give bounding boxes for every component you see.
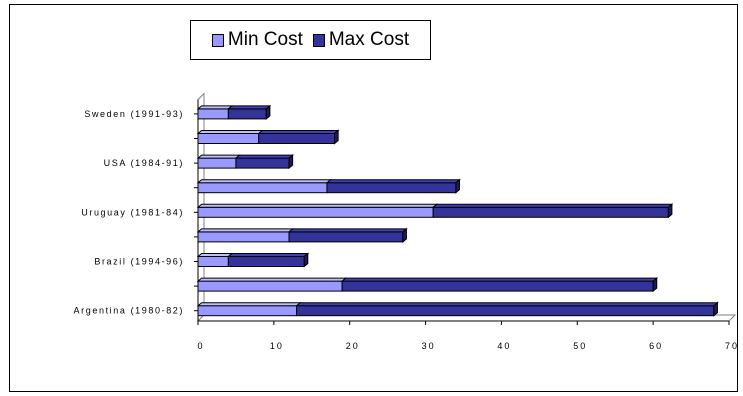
bar-min-cost <box>197 157 237 169</box>
bar-min-cost <box>197 108 229 120</box>
bar-max-cost <box>341 280 654 292</box>
bar-side-face <box>303 252 309 268</box>
x-tick-label: 20 <box>346 341 360 351</box>
x-tick-label: 0 <box>197 341 204 351</box>
bar-top-face <box>196 302 302 307</box>
bar-max-cost <box>258 133 336 144</box>
bar-top-face <box>196 179 332 184</box>
legend-label-max-cost: Max Cost <box>328 29 410 50</box>
y-category-label: Brazil (1994-96) <box>94 257 184 267</box>
bar-max-cost <box>432 206 669 218</box>
x-tick-label: 10 <box>270 341 284 351</box>
bar-max-cost <box>227 108 267 120</box>
bar-top-face <box>196 228 295 233</box>
bar-side-face <box>334 129 339 145</box>
bar-max-cost <box>288 231 404 243</box>
legend-item-min-cost: Min Cost <box>211 29 303 51</box>
bar-top-face <box>196 154 241 159</box>
bar-max-cost <box>227 256 305 267</box>
bar-max-cost <box>296 305 715 317</box>
legend-item-max-cost: Max Cost <box>312 29 410 51</box>
bar-top-face <box>196 105 234 110</box>
x-tick-label: 50 <box>573 341 587 351</box>
bar-min-cost <box>197 280 343 292</box>
y-category-label: USA (1984-91) <box>104 158 184 168</box>
bar-top-face <box>234 154 295 159</box>
bar-min-cost <box>197 206 434 218</box>
bar-side-face <box>713 301 718 317</box>
bar-min-cost <box>197 182 328 194</box>
bar-top-face <box>325 179 461 184</box>
bar-min-cost <box>197 305 298 317</box>
legend-label-min-cost: Min Cost <box>227 29 303 50</box>
legend-swatch-min-cost <box>211 33 224 47</box>
bar-top-face <box>196 277 348 282</box>
bar-top-face <box>226 253 310 257</box>
bar-side-face <box>288 154 294 170</box>
y-category-label: Sweden (1991-93) <box>84 109 184 119</box>
bar-top-face <box>196 253 234 257</box>
bar-side-face <box>265 104 271 120</box>
bar-top-face <box>226 105 272 110</box>
bar-top-face <box>340 277 659 282</box>
x-tick-label: 70 <box>725 341 739 351</box>
bar-side-face <box>652 277 658 293</box>
x-tick-label: 40 <box>497 341 511 351</box>
bar-max-cost <box>235 157 290 169</box>
bar-min-cost <box>197 256 229 267</box>
y-category-label: Uruguay (1981-84) <box>81 207 184 217</box>
bar-top-face <box>196 203 439 208</box>
x-tick-label: 30 <box>422 341 436 351</box>
bar-max-cost <box>326 182 457 194</box>
chart-frame <box>9 4 738 392</box>
bar-side-face <box>455 178 461 194</box>
x-tick-label: 60 <box>649 341 663 351</box>
bar-top-face <box>431 203 674 208</box>
bar-top-face <box>196 130 264 134</box>
bar-top-face <box>287 228 408 233</box>
bar-side-face <box>402 227 407 243</box>
bar-side-face <box>667 203 673 219</box>
bar-top-face <box>257 130 340 134</box>
legend: Min Cost Max Cost <box>190 20 431 60</box>
bar-top-face <box>295 302 719 307</box>
bar-min-cost <box>197 231 290 243</box>
bar-min-cost <box>197 133 260 144</box>
legend-swatch-max-cost <box>312 33 325 47</box>
y-category-label: Argentina (1980-82) <box>74 306 184 316</box>
